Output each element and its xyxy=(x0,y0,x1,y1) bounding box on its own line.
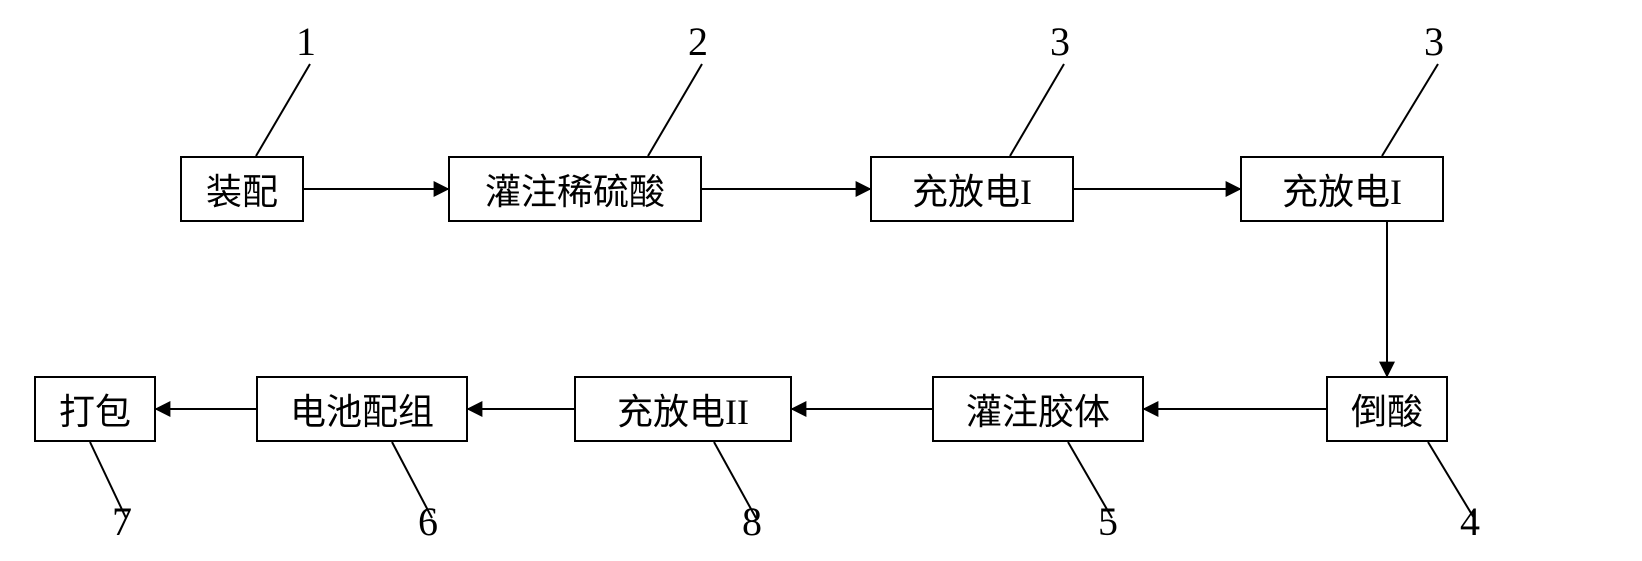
callout-label-l8: 8 xyxy=(742,498,762,545)
node-text: 灌注胶体 xyxy=(966,383,1110,435)
leader-line-l2 xyxy=(648,64,702,156)
callout-label-l4: 4 xyxy=(1460,498,1480,545)
callout-label-l3b: 3 xyxy=(1424,18,1444,65)
node-text: 灌注稀硫酸 xyxy=(485,163,665,215)
node-text: 电池配组 xyxy=(290,383,434,435)
node-text: 装配 xyxy=(206,163,278,215)
callout-label-l1: 1 xyxy=(296,18,316,65)
leader-line-l3b xyxy=(1382,64,1438,156)
leader-line-l1 xyxy=(256,64,310,156)
callout-label-l2: 2 xyxy=(688,18,708,65)
node-text: 充放电I xyxy=(1282,163,1402,215)
flow-node-n4: 充放电I xyxy=(1240,156,1444,222)
flow-node-n6: 灌注胶体 xyxy=(932,376,1144,442)
callout-label-l7: 7 xyxy=(112,498,132,545)
flow-node-n1: 装配 xyxy=(180,156,304,222)
flow-node-n7: 充放电II xyxy=(574,376,792,442)
node-text: 打包 xyxy=(59,383,131,435)
flow-node-n8: 电池配组 xyxy=(256,376,468,442)
leader-line-l3a xyxy=(1010,64,1064,156)
callout-label-l6: 6 xyxy=(418,498,438,545)
flow-node-n2: 灌注稀硫酸 xyxy=(448,156,702,222)
callout-label-l5: 5 xyxy=(1098,498,1118,545)
flow-node-n3: 充放电I xyxy=(870,156,1074,222)
flow-node-n9: 打包 xyxy=(34,376,156,442)
flow-node-n5: 倒酸 xyxy=(1326,376,1448,442)
callout-label-l3a: 3 xyxy=(1050,18,1070,65)
node-text: 倒酸 xyxy=(1351,383,1423,435)
node-text: 充放电II xyxy=(617,383,749,435)
node-text: 充放电I xyxy=(912,163,1032,215)
